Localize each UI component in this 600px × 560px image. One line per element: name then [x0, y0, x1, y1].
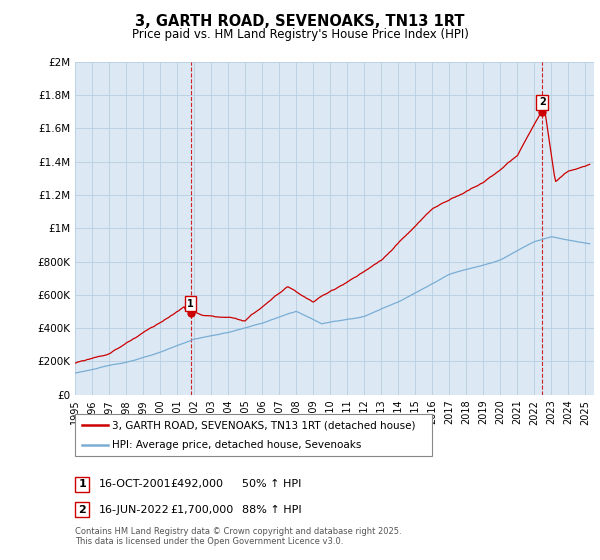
Text: 16-OCT-2001: 16-OCT-2001: [98, 479, 171, 489]
Text: 1: 1: [79, 479, 86, 489]
Text: 1: 1: [187, 298, 194, 309]
Text: 3, GARTH ROAD, SEVENOAKS, TN13 1RT (detached house): 3, GARTH ROAD, SEVENOAKS, TN13 1RT (deta…: [112, 421, 416, 430]
Text: 2: 2: [539, 97, 545, 108]
Text: Contains HM Land Registry data © Crown copyright and database right 2025.
This d: Contains HM Land Registry data © Crown c…: [75, 526, 401, 546]
Text: 3, GARTH ROAD, SEVENOAKS, TN13 1RT: 3, GARTH ROAD, SEVENOAKS, TN13 1RT: [135, 14, 465, 29]
Text: 88% ↑ HPI: 88% ↑ HPI: [242, 505, 302, 515]
Text: Price paid vs. HM Land Registry's House Price Index (HPI): Price paid vs. HM Land Registry's House …: [131, 28, 469, 41]
Text: HPI: Average price, detached house, Sevenoaks: HPI: Average price, detached house, Seve…: [112, 440, 362, 450]
Text: £492,000: £492,000: [170, 479, 223, 489]
Text: 50% ↑ HPI: 50% ↑ HPI: [242, 479, 302, 489]
Text: 2: 2: [79, 505, 86, 515]
Text: 16-JUN-2022: 16-JUN-2022: [98, 505, 169, 515]
Text: £1,700,000: £1,700,000: [170, 505, 233, 515]
